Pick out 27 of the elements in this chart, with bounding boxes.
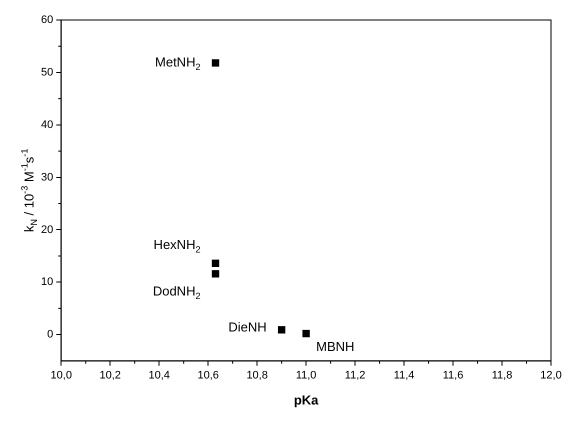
- y-tick-label: 60: [40, 14, 54, 26]
- annotation: DieNH: [228, 319, 267, 334]
- x-tick-label: 10,4: [148, 369, 170, 382]
- x-tick-label: 11,0: [296, 369, 316, 382]
- x-tick-label: 11,2: [344, 369, 366, 382]
- x-tick-label: 11,4: [394, 369, 414, 382]
- y-axis-title: kN / 10-3 M-1s-1: [19, 148, 40, 232]
- x-tick-label: 10,2: [100, 369, 121, 382]
- x-tick-label: 12,0: [540, 369, 562, 382]
- x-tick-label: 10,6: [197, 369, 219, 382]
- point: [278, 326, 286, 334]
- x-tick-label: 10,0: [50, 369, 72, 382]
- point: [212, 270, 220, 278]
- x-axis-title: pKa: [294, 392, 320, 408]
- x-tick-label: 11,8: [492, 369, 512, 382]
- point: [302, 330, 310, 338]
- x-tick-label: 11,6: [442, 369, 464, 382]
- y-tick-label: 50: [40, 66, 54, 78]
- point: [212, 59, 220, 67]
- y-tick-label: 10: [40, 276, 54, 288]
- y-tick-label: 0: [47, 328, 54, 341]
- y-tick-label: 20: [40, 224, 54, 236]
- annotation: MBNH: [316, 339, 354, 354]
- point: [212, 260, 220, 267]
- y-tick-label: 40: [40, 118, 54, 131]
- x-tick-label: 10,8: [246, 369, 268, 382]
- y-tick-label: 30: [40, 171, 54, 184]
